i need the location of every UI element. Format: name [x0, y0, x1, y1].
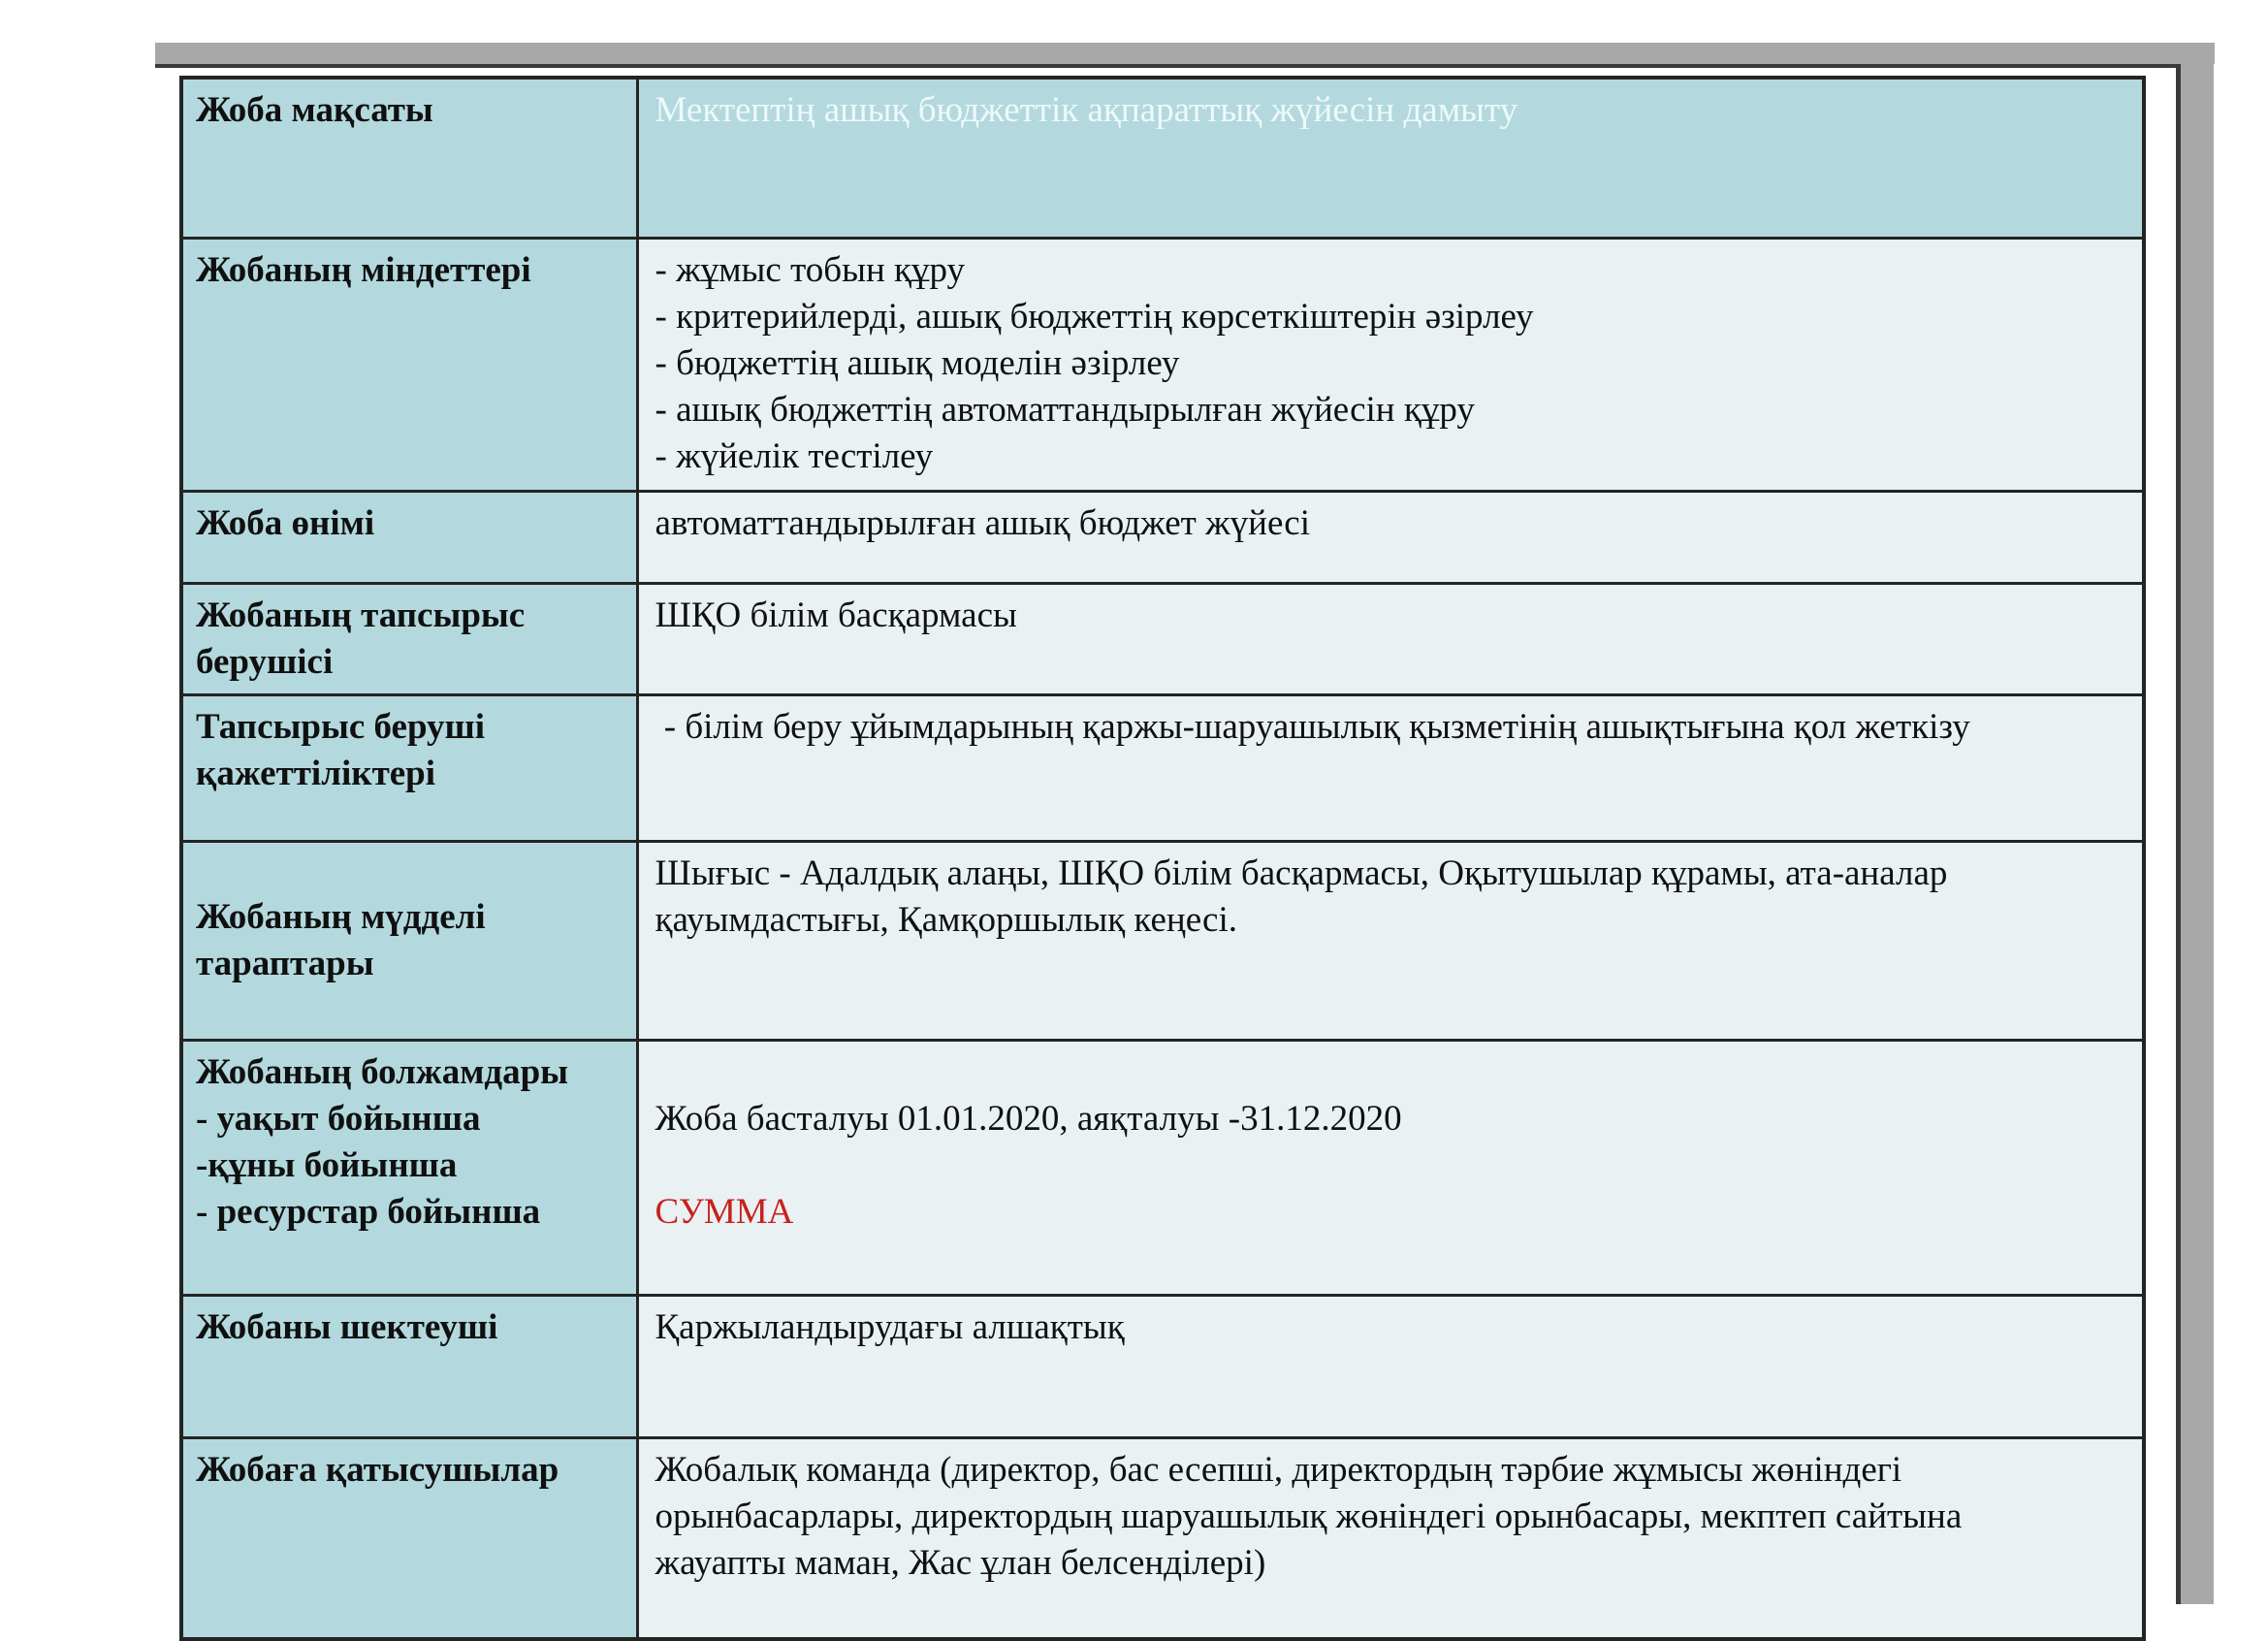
page-right-edge-line	[2176, 64, 2181, 1604]
value-line: - білім беру ұйымдарының қаржы-шаруашылы…	[655, 707, 1970, 747]
value-line: автоматтандырылған ашық бюджет жүйесі	[655, 503, 1311, 543]
table-row-assumptions: Жобаның болжамдары - уақыт бойынша -құны б…	[179, 1039, 2146, 1297]
row-label-constraints: Жобаны шектеуші	[179, 1294, 639, 1439]
row-value-customer-needs: - білім беру ұйымдарының қаржы-шаруашылы…	[635, 693, 2146, 843]
row-value-product: автоматтандырылған ашық бюджет жүйесі	[635, 490, 2146, 585]
value-line: - жұмыс тобын құру	[655, 250, 966, 290]
label-line: Жобаның міндеттері	[196, 250, 531, 290]
label-line: Тапсырыс беруші	[196, 707, 486, 747]
row-value-goal: Мектептің ашық бюджеттік ақпараттық жүйе…	[635, 76, 2146, 240]
project-charter-table: Жоба мақсаты Мектептің ашық бюджеттік ақп…	[179, 76, 2146, 1641]
row-value-participants: Жобалық команда (директор, бас есепші, д…	[635, 1436, 2146, 1641]
page-top-edge-line	[155, 64, 2182, 68]
label-line: Жобаның болжамдары	[196, 1052, 569, 1092]
row-label-participants: Жобаға қатысушылар	[179, 1436, 639, 1641]
table-row-constraints: Жобаны шектеуші Қаржыландырудағы алшақтық	[179, 1294, 2146, 1439]
row-label-objectives: Жобаның міндеттері	[179, 237, 639, 493]
row-label-stakeholders: Жобаның мүдделі тараптары	[179, 840, 639, 1042]
row-label-customer: Жобаның тапсырыс берушісі	[179, 582, 639, 696]
table-row-objectives: Жобаның міндеттері - жұмыс тобын құру - кр…	[179, 237, 2146, 493]
viewer-chrome-right-strip	[2181, 64, 2214, 1604]
label-line: қажеттіліктері	[196, 754, 436, 793]
value-line: қауымдастығы, Қамқоршылық кеңесі.	[655, 900, 1238, 940]
row-label-goal: Жоба мақсаты	[179, 76, 639, 240]
value-line: Мектептің ашық бюджеттік ақпараттық жүйе…	[655, 90, 1518, 130]
row-value-assumptions: Жоба басталуы 01.01.2020, аяқталуы -31.1…	[635, 1039, 2146, 1297]
label-line: берушісі	[196, 642, 334, 682]
row-value-constraints: Қаржыландырудағы алшақтық	[635, 1294, 2146, 1439]
label-line: тараптары	[196, 944, 374, 983]
value-line: Қаржыландырудағы алшақтық	[655, 1307, 1125, 1347]
value-line: Жоба басталуы 01.01.2020, аяқталуы -31.1…	[655, 1099, 1402, 1139]
table-row-customer-needs: Тапсырыс беруші қажеттіліктері - білім бе…	[179, 693, 2146, 843]
label-line: Жоба өнімі	[196, 503, 375, 543]
label-line: Жобаны шектеуші	[196, 1307, 498, 1347]
label-line: Жобаның тапсырыс	[196, 595, 526, 635]
table-row-product: Жоба өнімі автоматтандырылған ашық бюджет…	[179, 490, 2146, 585]
viewer-chrome-top-bar	[155, 43, 2215, 64]
table-row-goal: Жоба мақсаты Мектептің ашық бюджеттік ақп…	[179, 76, 2146, 240]
value-line: ШҚО білім басқармасы	[655, 595, 1017, 635]
value-line: - критерийлерді, ашық бюджеттің көрсеткі…	[655, 297, 1534, 337]
table-row-customer: Жобаның тапсырыс берушісі ШҚО білім басқар…	[179, 582, 2146, 696]
label-line: Жобаның мүдделі	[196, 897, 486, 937]
table-row-stakeholders: Жобаның мүдделі тараптары Шығыс - Адалдық …	[179, 840, 2146, 1042]
table-row-participants: Жобаға қатысушылар Жобалық команда (дирек…	[179, 1436, 2146, 1641]
value-line-accent: СУММА	[655, 1192, 794, 1232]
row-value-objectives: - жұмыс тобын құру - критерийлерді, ашық …	[635, 237, 2146, 493]
label-line: Жобаға қатысушылар	[196, 1450, 559, 1490]
row-value-customer: ШҚО білім басқармасы	[635, 582, 2146, 696]
value-line: Жобалық команда (директор, бас есепші, д…	[655, 1450, 1902, 1490]
value-line: жауапты маман, Жас ұлан белсенділері)	[655, 1543, 1266, 1583]
label-line: Жоба мақсаты	[196, 90, 433, 130]
table-body: Жоба мақсаты Мектептің ашық бюджеттік ақп…	[179, 76, 2146, 1641]
value-line: - бюджеттің ашық моделін әзірлеу	[655, 343, 1180, 383]
value-line	[655, 1049, 2124, 1096]
value-line: орынбасарлары, директордың шаруашылық жө…	[655, 1496, 1963, 1536]
value-line: Шығыс - Адалдық алаңы, ШҚО білім басқарм…	[655, 853, 1948, 893]
row-label-product: Жоба өнімі	[179, 490, 639, 585]
value-line: - ашық бюджеттің автоматтандырылған жүйе…	[655, 390, 1475, 430]
label-line: - ресурстар бойынша	[196, 1192, 541, 1232]
row-label-customer-needs: Тапсырыс беруші қажеттіліктері	[179, 693, 639, 843]
label-line: -құны бойынша	[196, 1145, 458, 1185]
row-value-stakeholders: Шығыс - Адалдық алаңы, ШҚО білім басқарм…	[635, 840, 2146, 1042]
row-label-assumptions: Жобаның болжамдары - уақыт бойынша -құны б…	[179, 1039, 639, 1297]
value-line: - жүйелік тестілеу	[655, 436, 934, 476]
label-line: - уақыт бойынша	[196, 1099, 481, 1139]
value-line	[655, 1142, 2124, 1189]
